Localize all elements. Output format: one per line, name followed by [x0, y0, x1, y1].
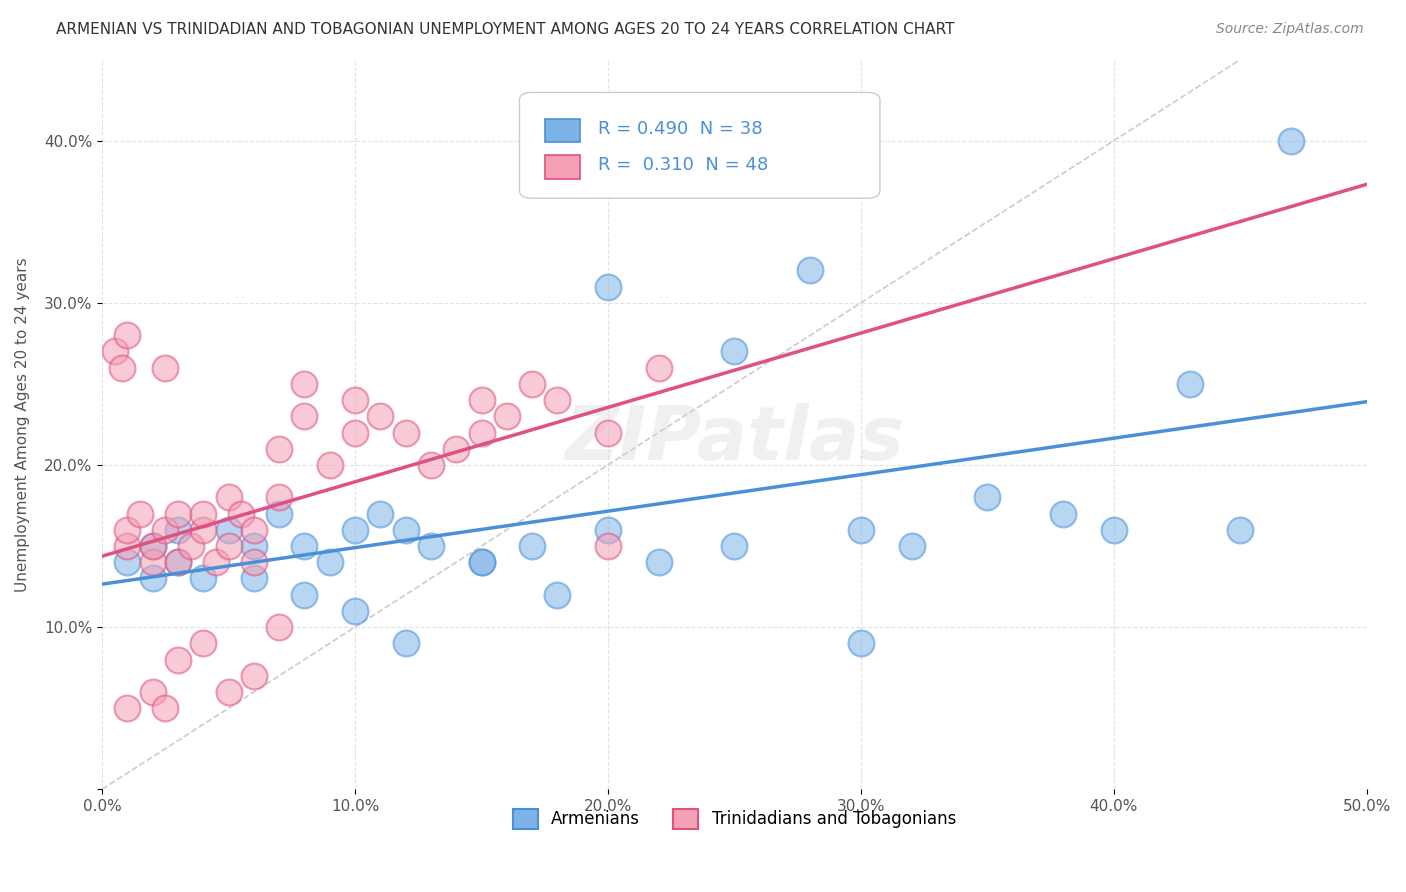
Point: [1229, 523, 1251, 537]
Point: [243, 523, 266, 537]
Point: [419, 458, 441, 472]
Point: [117, 328, 139, 343]
Point: [1052, 507, 1074, 521]
Point: [117, 701, 139, 715]
Point: [799, 263, 821, 277]
Point: [243, 539, 266, 553]
FancyBboxPatch shape: [519, 93, 880, 198]
Point: [344, 425, 367, 440]
Point: [723, 539, 745, 553]
Point: [319, 458, 342, 472]
Text: R = 0.490  N = 38: R = 0.490 N = 38: [598, 120, 762, 138]
Point: [395, 636, 418, 650]
Text: Source: ZipAtlas.com: Source: ZipAtlas.com: [1216, 22, 1364, 37]
Point: [1279, 134, 1302, 148]
Point: [596, 523, 619, 537]
Point: [419, 539, 441, 553]
Point: [167, 507, 190, 521]
Y-axis label: Unemployment Among Ages 20 to 24 years: Unemployment Among Ages 20 to 24 years: [15, 257, 30, 591]
Point: [193, 523, 215, 537]
Point: [319, 555, 342, 569]
Point: [470, 393, 492, 408]
Point: [520, 539, 543, 553]
Point: [395, 523, 418, 537]
Point: [269, 620, 291, 634]
Point: [142, 539, 165, 553]
Point: [193, 507, 215, 521]
Point: [444, 442, 467, 456]
Point: [370, 507, 392, 521]
Point: [167, 555, 190, 569]
Point: [849, 523, 872, 537]
Point: [596, 425, 619, 440]
Point: [218, 539, 240, 553]
Point: [193, 636, 215, 650]
Point: [1178, 376, 1201, 391]
Point: [205, 555, 228, 569]
Point: [520, 376, 543, 391]
Point: [117, 555, 139, 569]
Point: [849, 636, 872, 650]
Point: [155, 360, 177, 375]
Point: [180, 539, 202, 553]
Point: [1102, 523, 1125, 537]
Point: [723, 344, 745, 359]
Point: [344, 604, 367, 618]
Point: [193, 571, 215, 585]
Point: [395, 425, 418, 440]
FancyBboxPatch shape: [544, 119, 581, 142]
Point: [546, 393, 568, 408]
Point: [155, 701, 177, 715]
Point: [546, 588, 568, 602]
Point: [647, 555, 669, 569]
Point: [243, 555, 266, 569]
Point: [111, 360, 134, 375]
Point: [647, 360, 669, 375]
Point: [243, 571, 266, 585]
Point: [370, 409, 392, 424]
Point: [218, 491, 240, 505]
Point: [142, 571, 165, 585]
Point: [470, 425, 492, 440]
Point: [142, 685, 165, 699]
Point: [117, 539, 139, 553]
Point: [142, 539, 165, 553]
Point: [129, 507, 152, 521]
Point: [269, 507, 291, 521]
Point: [218, 685, 240, 699]
Point: [269, 491, 291, 505]
Point: [142, 555, 165, 569]
Point: [596, 539, 619, 553]
Point: [470, 555, 492, 569]
Point: [596, 279, 619, 293]
Point: [344, 393, 367, 408]
Point: [294, 409, 316, 424]
FancyBboxPatch shape: [544, 155, 581, 178]
Point: [167, 523, 190, 537]
Point: [269, 442, 291, 456]
Point: [243, 669, 266, 683]
Legend: Armenians, Trinidadians and Tobagonians: Armenians, Trinidadians and Tobagonians: [506, 802, 963, 836]
Text: R =  0.310  N = 48: R = 0.310 N = 48: [598, 156, 768, 175]
Point: [495, 409, 517, 424]
Point: [294, 539, 316, 553]
Point: [218, 523, 240, 537]
Text: ARMENIAN VS TRINIDADIAN AND TOBAGONIAN UNEMPLOYMENT AMONG AGES 20 TO 24 YEARS CO: ARMENIAN VS TRINIDADIAN AND TOBAGONIAN U…: [56, 22, 955, 37]
Point: [155, 523, 177, 537]
Text: ZIPatlas: ZIPatlas: [564, 402, 904, 475]
Point: [294, 588, 316, 602]
Point: [294, 376, 316, 391]
Point: [470, 555, 492, 569]
Point: [231, 507, 253, 521]
Point: [104, 344, 127, 359]
Point: [976, 491, 998, 505]
Point: [167, 652, 190, 666]
Point: [167, 555, 190, 569]
Point: [344, 523, 367, 537]
Point: [900, 539, 922, 553]
Point: [117, 523, 139, 537]
